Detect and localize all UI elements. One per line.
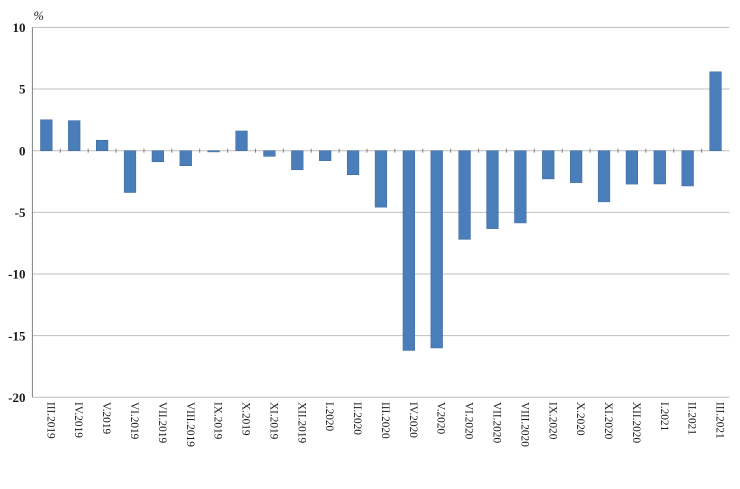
- svg-text:II.2021: II.2021: [686, 402, 698, 435]
- svg-text:0: 0: [19, 143, 26, 158]
- svg-text:%: %: [34, 9, 44, 23]
- svg-text:VIII.2020: VIII.2020: [518, 402, 530, 447]
- svg-text:XII.2019: XII.2019: [295, 402, 307, 443]
- svg-text:10: 10: [13, 20, 26, 35]
- svg-text:I.2021: I.2021: [658, 402, 670, 431]
- svg-text:XII.2020: XII.2020: [630, 402, 642, 443]
- svg-text:IV.2020: IV.2020: [407, 402, 419, 438]
- svg-text:VIII.2019: VIII.2019: [184, 402, 196, 447]
- svg-text:I.2020: I.2020: [323, 402, 335, 432]
- svg-text:-10: -10: [8, 267, 25, 282]
- svg-text:VII.2020: VII.2020: [490, 402, 502, 443]
- svg-text:V.2019: V.2019: [100, 402, 112, 434]
- svg-text:VI.2020: VI.2020: [463, 402, 475, 440]
- svg-text:-15: -15: [8, 328, 26, 343]
- svg-text:VI.2019: VI.2019: [128, 402, 140, 440]
- svg-text:XI.2019: XI.2019: [267, 402, 279, 440]
- svg-text:-5: -5: [15, 205, 26, 220]
- svg-text:-20: -20: [8, 390, 25, 405]
- svg-text:X.2019: X.2019: [240, 402, 252, 436]
- svg-text:III.2019: III.2019: [44, 402, 56, 439]
- svg-text:XI.2020: XI.2020: [602, 402, 614, 440]
- svg-text:V.2020: V.2020: [435, 402, 447, 434]
- svg-text:5: 5: [19, 82, 26, 97]
- svg-text:II.2020: II.2020: [351, 402, 363, 435]
- svg-text:X.2020: X.2020: [574, 402, 586, 436]
- svg-text:IX.2020: IX.2020: [546, 402, 558, 440]
- svg-text:IV.2019: IV.2019: [72, 402, 84, 438]
- svg-text:VII.2019: VII.2019: [156, 402, 168, 443]
- svg-text:III.2020: III.2020: [379, 402, 391, 439]
- svg-text:IX.2019: IX.2019: [212, 402, 224, 440]
- svg-text:III.2021: III.2021: [714, 402, 726, 439]
